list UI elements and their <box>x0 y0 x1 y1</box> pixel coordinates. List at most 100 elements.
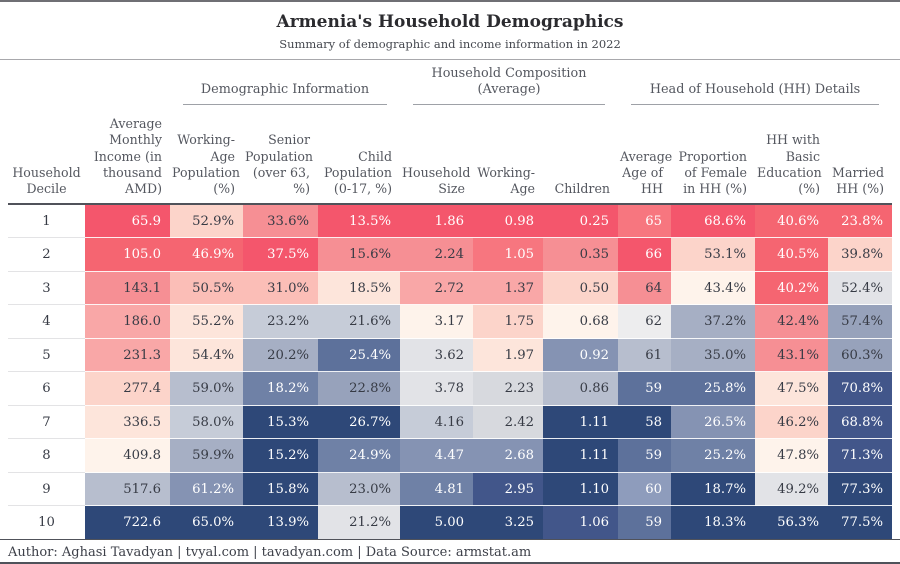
column-header: HH with Basic Education (%) <box>755 105 829 205</box>
table-row: 7 336.5 58.0% 15.3% 26.7% 4.16 2.42 1.11 58 26.5%… <box>8 405 893 440</box>
table-cell: 46.9% <box>170 238 243 272</box>
table-cell: 65.9 <box>85 204 170 239</box>
table-cell: 33.6% <box>243 204 318 239</box>
column-spanner: Household Composition (Average) <box>400 60 618 105</box>
column-spanner: Head of Household (HH) Details <box>618 60 892 105</box>
table-cell: 4.16 <box>400 405 474 440</box>
table-cell: 0.86 <box>543 372 619 406</box>
table-cell: 71.3% <box>828 439 893 473</box>
table-cell: 59.0% <box>170 372 243 406</box>
table-cell: 59.9% <box>170 439 243 473</box>
table-cell: 26.7% <box>318 405 401 440</box>
table-cell: 42.4% <box>755 305 829 339</box>
table-cell: 1.37 <box>473 271 544 306</box>
table-row: 4 186.0 55.2% 23.2% 21.6% 3.17 1.75 0.68 62 37.2%… <box>8 305 893 339</box>
table-cell: 1.05 <box>473 238 544 272</box>
table-row: 9 517.6 61.2% 15.8% 23.0% 4.81 2.95 1.10 60 18.7%… <box>8 472 893 507</box>
table-cell: 2.42 <box>473 405 544 440</box>
table-cell: 24.9% <box>318 439 401 473</box>
table-cell: 58.0% <box>170 405 243 440</box>
table-cell: 5.00 <box>400 506 474 539</box>
decile-cell: 10 <box>8 506 85 539</box>
table-cell: 1.11 <box>543 439 619 473</box>
table-cell: 1.97 <box>473 338 544 373</box>
decile-cell: 6 <box>8 372 85 406</box>
column-header: Household Size <box>400 105 474 205</box>
table-cell: 54.4% <box>170 338 243 373</box>
table-cell: 25.2% <box>671 439 756 473</box>
column-header: Senior Population (over 63, %) <box>243 105 318 205</box>
decile-cell: 3 <box>8 271 85 306</box>
table-cell: 68.6% <box>671 204 756 239</box>
table-cell: 56.3% <box>755 506 829 539</box>
page-subtitle: Summary of demographic and income inform… <box>279 37 621 52</box>
table-cell: 52.9% <box>170 204 243 239</box>
table-cell: 3.17 <box>400 305 474 339</box>
table-row: 6 277.4 59.0% 18.2% 22.8% 3.78 2.23 0.86 59 25.8%… <box>8 372 893 406</box>
column-header: Average Monthly Income (in thousand AMD) <box>85 105 170 205</box>
table-cell: 43.1% <box>755 338 829 373</box>
table-cell: 25.4% <box>318 338 401 373</box>
table-cell: 55.2% <box>170 305 243 339</box>
table-row: 3 143.1 50.5% 31.0% 18.5% 2.72 1.37 0.50 64 43.4%… <box>8 271 893 306</box>
table-cell: 40.5% <box>755 238 829 272</box>
table-cell: 59 <box>618 439 672 473</box>
title-block: Armenia's Household Demographics Summary… <box>0 2 900 60</box>
table-cell: 37.5% <box>243 238 318 272</box>
table-cell: 46.2% <box>755 405 829 440</box>
table-cell: 105.0 <box>85 238 170 272</box>
column-header: Married HH (%) <box>828 105 893 205</box>
table-cell: 1.10 <box>543 472 619 507</box>
table-cell: 722.6 <box>85 506 170 539</box>
table-cell: 60 <box>618 472 672 507</box>
decile-cell: 4 <box>8 305 85 339</box>
table-cell: 277.4 <box>85 372 170 406</box>
table-cell: 21.6% <box>318 305 401 339</box>
table-cell: 15.3% <box>243 405 318 440</box>
table-cell: 18.2% <box>243 372 318 406</box>
table-cell: 58 <box>618 405 672 440</box>
decile-cell: 5 <box>8 338 85 373</box>
column-header: Household Decile <box>8 105 85 205</box>
column-header: Working-Age Population (%) <box>170 105 243 205</box>
table-cell: 0.92 <box>543 338 619 373</box>
table-cell: 77.5% <box>828 506 893 539</box>
table-cell: 23.8% <box>828 204 893 239</box>
table-cell: 65 <box>618 204 672 239</box>
table-cell: 77.3% <box>828 472 893 507</box>
table-row: 8 409.8 59.9% 15.2% 24.9% 4.47 2.68 1.11 59 25.2%… <box>8 439 893 473</box>
table-cell: 47.5% <box>755 372 829 406</box>
column-spanner: Demographic Information <box>170 60 400 105</box>
table-cell: 61.2% <box>170 472 243 507</box>
table-cell: 3.62 <box>400 338 474 373</box>
table-cell: 40.2% <box>755 271 829 306</box>
table-cell: 0.25 <box>543 204 619 239</box>
table-cell: 59 <box>618 372 672 406</box>
table-cell: 31.0% <box>243 271 318 306</box>
table-cell: 13.9% <box>243 506 318 539</box>
table-cell: 57.4% <box>828 305 893 339</box>
table-cell: 2.72 <box>400 271 474 306</box>
table-cell: 0.68 <box>543 305 619 339</box>
column-header: Average Age of HH <box>618 105 672 205</box>
table-cell: 23.0% <box>318 472 401 507</box>
table-cell: 47.8% <box>755 439 829 473</box>
table-cell: 70.8% <box>828 372 893 406</box>
table-cell: 40.6% <box>755 204 829 239</box>
table-row: 10 722.6 65.0% 13.9% 21.2% 5.00 3.25 1.06 59 18.3… <box>8 506 893 539</box>
table-cell: 21.2% <box>318 506 401 539</box>
table-cell: 68.8% <box>828 405 893 440</box>
column-spanner-label: Demographic Information <box>183 82 388 105</box>
table-cell: 0.98 <box>473 204 544 239</box>
table-cell: 18.3% <box>671 506 756 539</box>
table-cell: 52.4% <box>828 271 893 306</box>
table-cell: 13.5% <box>318 204 401 239</box>
table-cell: 4.47 <box>400 439 474 473</box>
column-spanner-label: Household Composition (Average) <box>413 66 606 105</box>
table-row: 5 231.3 54.4% 20.2% 25.4% 3.62 1.97 0.92 61 35.0%… <box>8 338 893 373</box>
column-header: Proportion of Female in HH (%) <box>671 105 756 205</box>
table-cell: 2.24 <box>400 238 474 272</box>
table-cell: 2.23 <box>473 372 544 406</box>
table-cell: 15.8% <box>243 472 318 507</box>
